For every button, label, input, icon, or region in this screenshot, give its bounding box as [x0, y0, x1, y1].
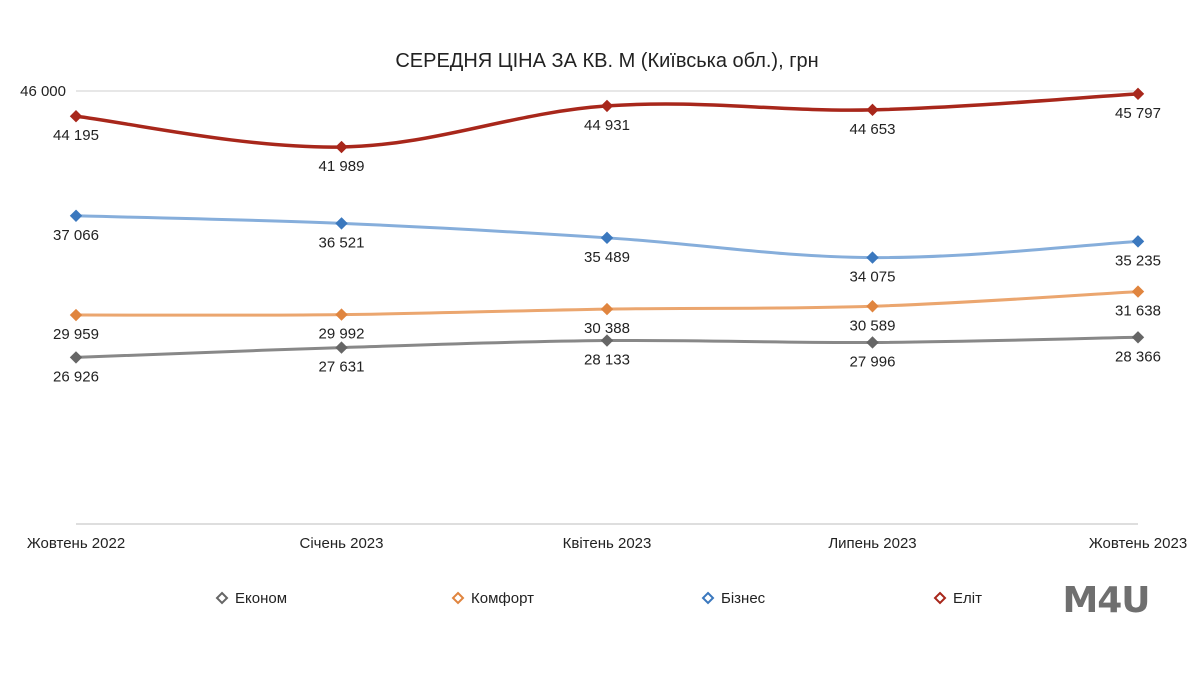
data-label: 35 235 — [1115, 252, 1161, 269]
data-point-marker — [1131, 87, 1145, 101]
data-label: 27 631 — [319, 359, 365, 376]
data-label: 28 133 — [584, 352, 630, 369]
data-label: 34 075 — [850, 269, 896, 286]
data-label: 26 926 — [53, 368, 99, 385]
legend: Економ Комфорт Бізнес Еліт — [215, 590, 982, 607]
data-point-marker — [69, 351, 83, 364]
data-label: 41 989 — [319, 158, 365, 175]
data-point-marker — [335, 217, 348, 230]
data-labels: 26 926 27 631 28 133 27 996 28 366 29 959 29 9… — [53, 105, 1161, 386]
data-point-marker — [600, 99, 614, 113]
series-layer — [69, 87, 1145, 364]
y-tick-label: 46 000 — [20, 83, 66, 100]
legend-label: Бізнес — [721, 590, 766, 607]
data-label: 45 797 — [1115, 105, 1161, 122]
data-label: 36 521 — [319, 234, 365, 251]
data-point-marker — [1131, 235, 1145, 248]
x-tick-label: Липень 2023 — [828, 535, 916, 552]
data-point-marker — [600, 231, 614, 245]
data-label: 27 996 — [850, 353, 896, 370]
data-label: 30 589 — [850, 317, 896, 334]
data-point-marker — [69, 308, 83, 322]
data-point-marker — [69, 209, 83, 222]
legend-label: Комфорт — [471, 590, 534, 607]
x-tick-label: Жовтень 2023 — [1089, 535, 1187, 552]
legend-marker — [701, 591, 715, 605]
data-point-marker — [866, 336, 879, 349]
x-tick-label: Жовтень 2022 — [27, 535, 125, 552]
data-label: 31 638 — [1115, 303, 1161, 320]
data-label: 28 366 — [1115, 348, 1161, 365]
x-tick-label: Квітень 2023 — [563, 535, 652, 552]
data-label: 35 489 — [584, 249, 630, 266]
legend-marker — [933, 591, 947, 605]
data-label: 29 959 — [53, 326, 99, 343]
legend-label: Еліт — [953, 590, 982, 607]
data-point-marker — [1131, 331, 1145, 344]
data-point-marker — [600, 334, 614, 347]
data-point-marker — [600, 302, 614, 316]
data-label: 37 066 — [53, 227, 99, 244]
data-point-marker — [866, 251, 879, 264]
data-point-marker — [69, 110, 83, 123]
axes: 46 000 Жовтень 2022 Січень 2023 Квітень 202… — [20, 83, 1187, 552]
brand-logo: M4U — [1062, 580, 1149, 621]
data-point-marker — [1131, 285, 1145, 298]
data-label: 29 992 — [319, 326, 365, 343]
legend-marker — [215, 591, 229, 605]
data-point-marker — [335, 308, 348, 321]
x-tick-label: Січень 2023 — [300, 535, 384, 552]
data-point-marker — [335, 341, 348, 354]
data-point-marker — [866, 300, 879, 313]
data-label: 30 388 — [584, 320, 630, 337]
data-point-marker — [866, 103, 879, 117]
data-point-marker — [335, 140, 348, 154]
chart-title: СЕРЕДНЯ ЦІНА ЗА КВ. М (Київська обл.), г… — [395, 50, 818, 72]
legend-marker — [451, 591, 465, 605]
data-label: 44 195 — [53, 127, 99, 144]
data-label: 44 931 — [584, 117, 630, 134]
data-label: 44 653 — [850, 121, 896, 138]
legend-label: Економ — [235, 590, 287, 607]
